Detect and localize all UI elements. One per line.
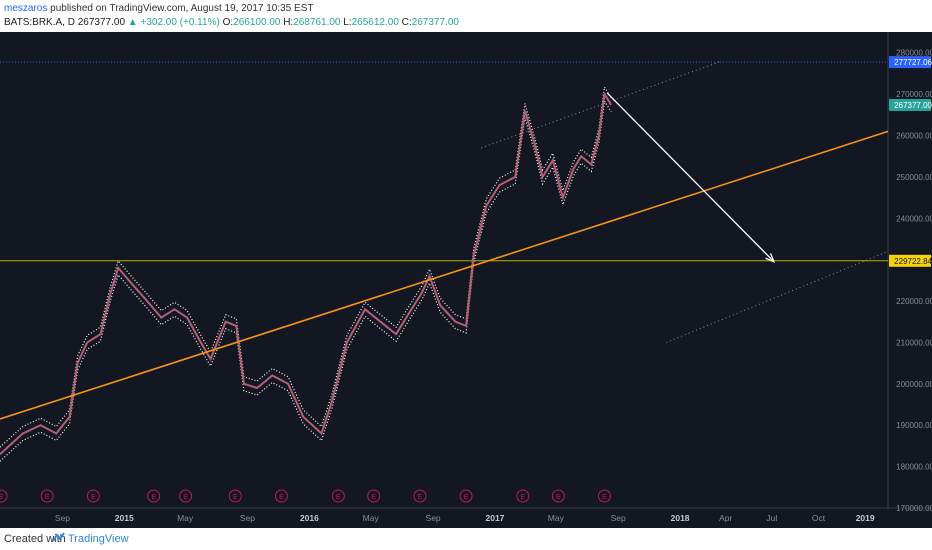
x-tick-label: Sep: [240, 513, 255, 523]
x-tick-label: Apr: [719, 513, 732, 523]
y-tick-label: 170000.00: [896, 504, 932, 513]
low-value: 265612.00: [351, 17, 399, 28]
author-link[interactable]: meszaros: [4, 3, 48, 14]
earnings-marker-label: E: [556, 494, 561, 501]
earnings-marker-label: E: [279, 494, 284, 501]
earnings-marker-label: E: [336, 494, 341, 501]
x-tick-label: Sep: [426, 513, 441, 523]
y-tick-label: 190000.00: [896, 421, 932, 430]
earnings-marker-icon: [86, 489, 100, 503]
open-value: 266100.00: [233, 17, 281, 28]
y-tick-label: 250000.00: [896, 173, 932, 182]
earnings-marker-icon: [179, 489, 193, 503]
created-with-label: Created with: [4, 533, 66, 545]
y-tick-label: 210000.00: [896, 338, 932, 347]
x-tick-label: 2015: [115, 513, 134, 523]
x-tick-label: May: [177, 513, 194, 523]
price-axis-tag-label: 229722.84: [894, 257, 932, 266]
price-axis-tag-label: 277727.06: [894, 58, 932, 67]
earnings-marker-icon: [228, 489, 242, 503]
y-tick-label: 200000.00: [896, 380, 932, 389]
earnings-marker-icon: [459, 489, 473, 503]
earnings-marker-icon: [0, 489, 8, 503]
earnings-marker-icon: [147, 489, 161, 503]
projection-arrow-line: [606, 92, 775, 263]
x-tick-label: Sep: [611, 513, 626, 523]
x-tick-label: 2016: [300, 513, 319, 523]
earnings-marker-icon: [413, 489, 427, 503]
earnings-marker-label: E: [371, 494, 376, 501]
earnings-marker-label: E: [0, 494, 4, 501]
x-tick-label: May: [548, 513, 565, 523]
close-label: C:: [401, 17, 412, 28]
y-tick-label: 220000.00: [896, 297, 932, 306]
high-value: 268761.00: [293, 17, 341, 28]
y-tick-label: 180000.00: [896, 463, 932, 472]
trendline: [0, 130, 889, 420]
earnings-marker-icon: [516, 489, 530, 503]
last-price: 267377.00: [77, 17, 126, 28]
chart-background: [0, 32, 932, 528]
earnings-marker-icon: [40, 489, 54, 503]
price-axis-tag: [889, 56, 931, 69]
earnings-marker-label: E: [233, 494, 238, 501]
x-tick-label: 2019: [856, 513, 875, 523]
chart-area[interactable]: 280000.00 270000.00 260000.00 250000.00 2400…: [0, 32, 932, 528]
ohlc-line: BATS:BRK.A, D 267377.00 ▲ +302.00 (+0.11…: [4, 17, 459, 28]
earnings-marker-icon: [598, 489, 612, 503]
x-tick-label: Jul: [766, 513, 777, 523]
y-tick-label: 240000.00: [896, 214, 932, 223]
earnings-marker-icon: [274, 489, 288, 503]
y-tick-label: 270000.00: [896, 90, 932, 99]
price-axis-panel: [888, 32, 932, 528]
earnings-marker-label: E: [418, 494, 423, 501]
y-tick-label: 260000.00: [896, 131, 932, 140]
low-label: L:: [343, 17, 352, 28]
price-axis-tag: [889, 98, 931, 111]
price-axis-tag-label: 267377.00: [894, 101, 932, 110]
earnings-marker-label: E: [45, 494, 50, 501]
earnings-marker-icon: [367, 489, 381, 503]
x-tick-label: Oct: [812, 513, 826, 523]
earnings-marker-label: E: [91, 494, 96, 501]
tradingview-brand[interactable]: TradingView: [68, 533, 129, 545]
tradingview-logo-icon[interactable]: [52, 532, 66, 544]
earnings-marker-icon: [331, 489, 345, 503]
earnings-marker-label: E: [151, 494, 156, 501]
close-value: 267377.00: [411, 17, 459, 28]
y-tick-label: 280000.00: [896, 49, 932, 58]
chart-header: meszaros published on TradingView.com, A…: [0, 0, 932, 32]
price-chart[interactable]: 280000.00 270000.00 260000.00 250000.00 2400…: [0, 32, 932, 528]
x-tick-label: May: [363, 513, 380, 523]
symbol-label: BATS:BRK.A, D: [4, 17, 75, 28]
x-tick-label: Sep: [55, 513, 70, 523]
price-change: ▲ +302.00 (+0.11%): [127, 17, 220, 28]
earnings-marker-label: E: [183, 494, 188, 501]
publish-line: meszaros published on TradingView.com, A…: [4, 3, 313, 14]
x-tick-label: 2017: [486, 513, 505, 523]
price-line-green: [0, 92, 612, 455]
high-label: H:: [283, 17, 294, 28]
earnings-marker-icon: [551, 489, 565, 503]
earnings-marker-label: E: [521, 494, 526, 501]
footer: Created with TradingView: [0, 528, 932, 550]
projection-arrow-head-icon: [765, 253, 776, 263]
x-tick-label: 2018: [671, 513, 690, 523]
publish-info: published on TradingView.com, August 19,…: [50, 3, 314, 14]
earnings-marker-label: E: [464, 494, 469, 501]
price-axis-tag: [889, 254, 931, 267]
earnings-marker-label: E: [602, 494, 607, 501]
open-label: O:: [222, 17, 234, 28]
